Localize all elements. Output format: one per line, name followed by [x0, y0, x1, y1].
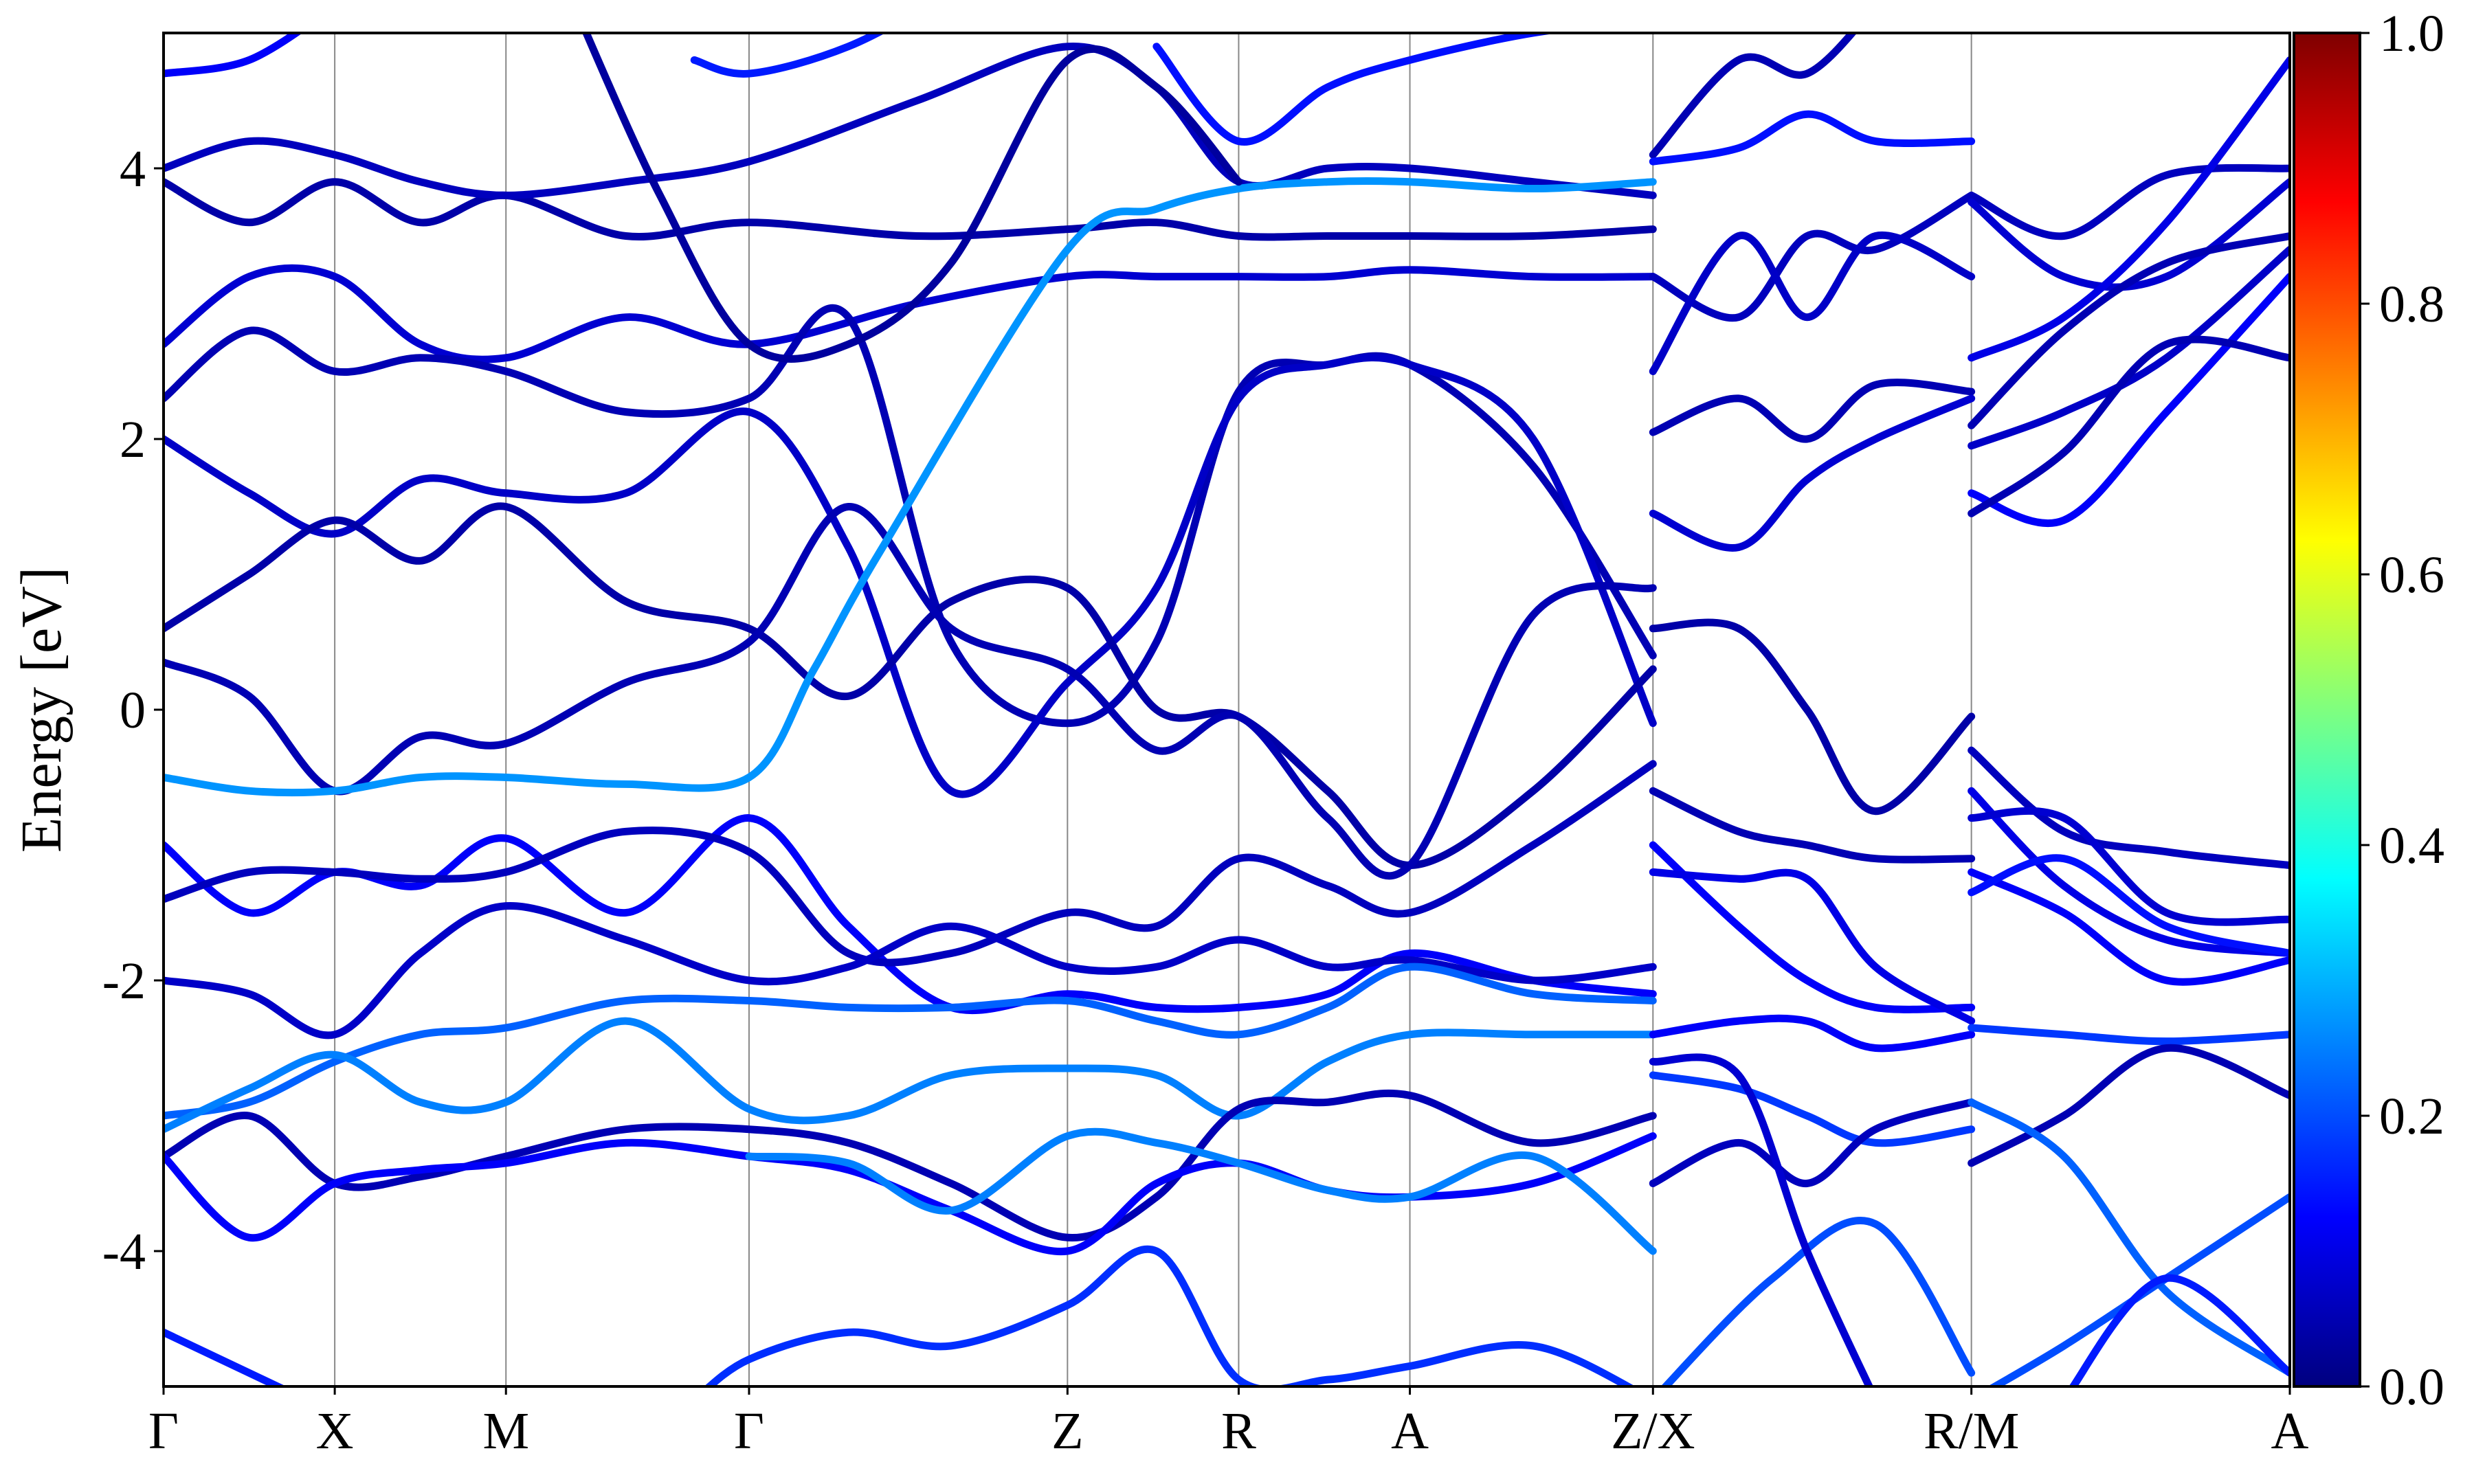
x-tick-label: X [316, 1402, 354, 1460]
band-line [1968, 1024, 2290, 1046]
band-line [1968, 232, 2290, 429]
band-line [1649, 1014, 1976, 1053]
band-line [745, 1127, 1657, 1255]
band-line [1968, 245, 2290, 450]
band-line [1649, 1098, 1976, 1187]
colorbar-tick-label: 0.8 [2379, 276, 2444, 333]
band-line [1649, 868, 1976, 1025]
kpoint-separator-lines [334, 33, 1972, 1386]
y-axis-ticks: -4 -2 0 2 4 [102, 140, 164, 1281]
band-line [1649, 110, 1976, 166]
band-line [1968, 1044, 2290, 1167]
x-tick-label: Γ [148, 1402, 179, 1460]
band-line [1649, 1053, 1874, 1386]
band-line [1649, 379, 1976, 443]
band-line [1152, 33, 1560, 146]
band-line [164, 33, 303, 78]
colorbar-tick-label: 0.2 [2379, 1088, 2444, 1145]
band-line [164, 760, 1657, 967]
band-line [164, 1328, 287, 1386]
band-line [1968, 335, 2290, 517]
colorbar-tick-label: 0.6 [2379, 546, 2444, 604]
band-line [164, 814, 1657, 1015]
band-line [1649, 841, 1976, 1013]
band-line [164, 502, 1657, 870]
band-line [1649, 1071, 1976, 1147]
band-line [1649, 618, 1976, 816]
colorbar [2293, 32, 2361, 1388]
band-line [1987, 1193, 2290, 1386]
band-line [1968, 56, 2290, 362]
band-line [582, 33, 1242, 363]
x-tick-label: Z/X [1611, 1402, 1695, 1460]
x-tick-label: M [482, 1402, 529, 1460]
y-tick-label: 0 [120, 682, 146, 739]
band-line [2069, 1274, 2290, 1386]
y-tick-label: 2 [120, 411, 146, 469]
x-tick-label: A [1391, 1402, 1429, 1460]
band-line [164, 353, 1657, 798]
band-line [164, 902, 1657, 1039]
x-tick-label: A [2271, 1402, 2309, 1460]
band-line [704, 1245, 1636, 1386]
x-tick-label: Z [1051, 1402, 1083, 1460]
band-line [164, 177, 1657, 797]
band-line [164, 1017, 1657, 1134]
x-tick-label: R [1221, 1402, 1256, 1460]
band-line [1968, 868, 2290, 986]
band-line [164, 963, 1657, 1120]
band-line [164, 1089, 1657, 1241]
band-lines [164, 33, 2290, 1386]
band-line [690, 33, 886, 78]
x-tick-label: Γ [734, 1402, 764, 1460]
y-tick-label: -4 [102, 1223, 146, 1281]
band-line [1968, 807, 2290, 926]
band-line [1968, 854, 2290, 958]
y-tick-label: -2 [102, 952, 146, 1010]
band-line [1968, 1098, 2290, 1377]
band-line [1660, 1217, 1976, 1386]
colorbar-ticks: 0.0 0.2 0.4 0.6 0.8 1.0 [2360, 5, 2444, 1416]
band-line [1649, 394, 1976, 552]
band-line [1968, 164, 2290, 240]
band-line [1968, 746, 2290, 870]
band-line [1649, 33, 1858, 159]
band-line [164, 43, 1657, 199]
band-line [1968, 273, 2290, 528]
band-line [1649, 787, 1976, 864]
colorbar-tick-label: 0.0 [2379, 1358, 2444, 1416]
band-line [164, 264, 1657, 363]
band-line [164, 503, 1657, 880]
band-line [164, 178, 1657, 241]
x-tick-label: R/M [1924, 1402, 2019, 1460]
colorbar-tick-label: 1.0 [2379, 5, 2444, 63]
x-axis-ticks: Γ X M Γ Z R A Z/X R/M A [148, 1386, 2309, 1460]
band-line [1649, 191, 1976, 322]
band-line [1649, 231, 1976, 375]
y-axis-label: Energy [eV] [10, 567, 74, 853]
y-tick-label: 4 [120, 140, 146, 198]
band-line [1968, 787, 2290, 958]
colorbar-tick-label: 0.4 [2379, 817, 2444, 875]
